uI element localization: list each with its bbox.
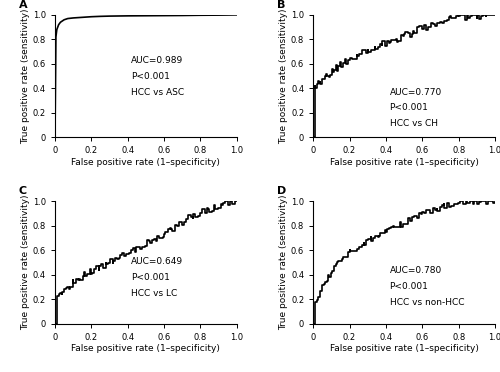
Y-axis label: True positive rate (sensitivity): True positive rate (sensitivity) xyxy=(279,9,288,144)
Text: D: D xyxy=(277,186,286,196)
Text: P<0.001: P<0.001 xyxy=(132,72,170,81)
Text: AUC=0.780: AUC=0.780 xyxy=(390,266,442,275)
Text: AUC=0.649: AUC=0.649 xyxy=(132,257,184,266)
Text: HCC vs non-HCC: HCC vs non-HCC xyxy=(390,298,464,307)
Text: HCC vs CH: HCC vs CH xyxy=(390,119,438,128)
Text: AUC=0.989: AUC=0.989 xyxy=(132,56,184,65)
Text: P<0.001: P<0.001 xyxy=(390,103,428,112)
Text: C: C xyxy=(18,186,27,196)
X-axis label: False positive rate (1–specificity): False positive rate (1–specificity) xyxy=(330,344,478,353)
Text: HCC vs ASC: HCC vs ASC xyxy=(132,87,184,97)
Text: HCC vs LC: HCC vs LC xyxy=(132,289,178,298)
X-axis label: False positive rate (1–specificity): False positive rate (1–specificity) xyxy=(72,344,221,353)
Text: A: A xyxy=(18,0,28,10)
Text: P<0.001: P<0.001 xyxy=(132,273,170,282)
Text: B: B xyxy=(277,0,285,10)
X-axis label: False positive rate (1–specificity): False positive rate (1–specificity) xyxy=(72,158,221,167)
Y-axis label: True positive rate (sensitivity): True positive rate (sensitivity) xyxy=(21,195,30,330)
Text: AUC=0.770: AUC=0.770 xyxy=(390,87,442,97)
Text: P<0.001: P<0.001 xyxy=(390,282,428,291)
Y-axis label: True positive rate (sensitivity): True positive rate (sensitivity) xyxy=(279,195,288,330)
X-axis label: False positive rate (1–specificity): False positive rate (1–specificity) xyxy=(330,158,478,167)
Y-axis label: True positive rate (sensitivity): True positive rate (sensitivity) xyxy=(21,9,30,144)
